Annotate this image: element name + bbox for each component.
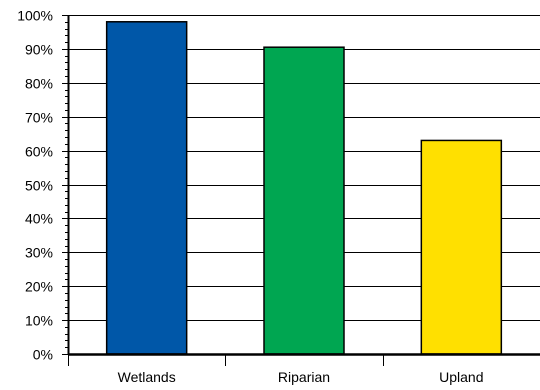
y-tick-label: 80% <box>25 76 53 92</box>
axes <box>62 15 540 366</box>
y-tick-label: 90% <box>25 42 53 58</box>
y-tick-label: 50% <box>25 178 53 194</box>
bars <box>105 21 503 355</box>
y-tick-label: 70% <box>25 110 53 126</box>
y-tick-label: 60% <box>25 144 53 160</box>
x-tick-label: Riparian <box>278 369 330 385</box>
bar-upland <box>420 139 503 355</box>
x-tick-label: Upland <box>439 369 483 385</box>
bar-riparian <box>263 46 345 355</box>
bar-wetlands <box>105 21 188 355</box>
y-tick-labels: 0% 10% 20% 30% 40% 50% 60% 70% 80% 90% 100% <box>17 8 53 363</box>
y-tick-label: 20% <box>25 279 53 295</box>
y-tick-label: 100% <box>17 8 53 24</box>
y-tick-label: 40% <box>25 211 53 227</box>
x-tick-labels: Wetlands Riparian Upland <box>118 369 484 385</box>
y-tick-label: 10% <box>25 313 53 329</box>
y-tick-label: 0% <box>33 347 53 363</box>
x-tick-label: Wetlands <box>118 369 176 385</box>
y-tick-label: 30% <box>25 245 53 261</box>
